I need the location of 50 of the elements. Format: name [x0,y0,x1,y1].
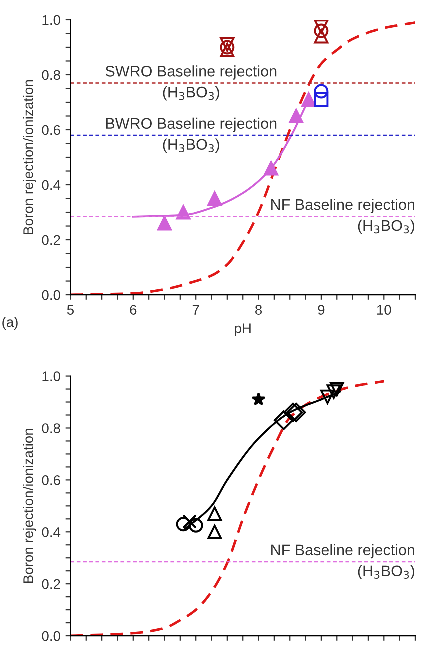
point [188,518,204,533]
ref-line-label: NF Baseline rejection (H$_{3}$BO$_{3}$) [272,544,414,580]
point [208,192,222,206]
y-tick-label: 0.6 [42,476,60,486]
y-tick-label: 0.4 [42,180,61,190]
y-tick-label: 0.2 [42,235,60,246]
point [208,524,222,540]
ref-line-label: SWRO Baseline rejection (H$_{3}$BO$_{3}$) [106,66,277,101]
point [289,109,304,124]
x-tick-label: 9 [318,305,325,315]
y-tick-label: 0.0 [42,290,60,300]
text: (a) [2,317,18,330]
y-tick-label: 0.2 [42,579,60,590]
point [220,40,235,55]
x-tick-label: 7 [192,305,200,315]
point [274,410,294,430]
y-tick-label: 0.4 [42,527,61,538]
point [330,382,344,396]
point [302,92,316,107]
x-axis-title: pH [235,324,251,336]
ref-line-label: NF Baseline rejection (H$_{3}$BO$_{3}$) [272,199,414,234]
point [264,161,279,176]
point [252,392,266,406]
x-tick-label: 8 [256,305,262,315]
point [314,24,329,38]
point [286,402,306,422]
point [176,517,191,532]
y-tick-label: 1.0 [42,15,60,26]
point [220,43,235,58]
y-tick-label: 0.8 [42,70,60,80]
y-axis-title: Boron rejection/ionization [23,80,36,234]
x-tick-label: 5 [67,305,74,315]
x-tick-label: 10 [377,305,392,315]
point [158,216,172,231]
point [220,38,235,52]
y-tick-label: 1.0 [42,372,60,382]
ref-line-label: BWRO Baseline rejection (H$_{3}$BO$_{3}$) [106,118,277,154]
point [314,92,329,107]
y-tick-label: 0.6 [42,125,60,136]
point [314,20,329,34]
point [314,84,329,99]
point [326,384,342,400]
y-tick-label: 0.0 [42,631,60,642]
y-axis-title: Boron rejection/ionization [23,429,36,583]
x-tick-label: 6 [130,305,137,315]
point [283,402,304,422]
y-tick-label: 0.8 [42,424,60,434]
point [208,506,222,522]
point [314,29,329,44]
point [320,390,335,404]
